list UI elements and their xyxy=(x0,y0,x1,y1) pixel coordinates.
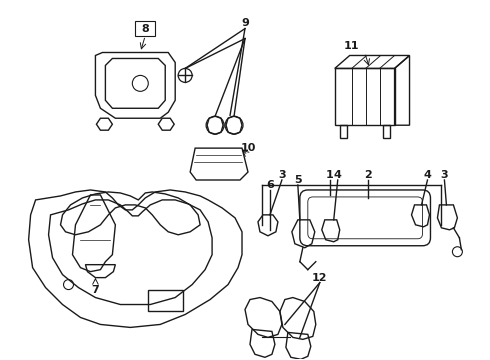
Text: 3: 3 xyxy=(278,170,286,180)
Text: 3: 3 xyxy=(441,170,448,180)
Text: 7: 7 xyxy=(92,284,99,294)
Text: 9: 9 xyxy=(241,18,249,28)
Text: 5: 5 xyxy=(294,175,302,185)
Bar xyxy=(148,289,183,311)
Text: 1: 1 xyxy=(326,170,334,180)
Text: 10: 10 xyxy=(240,143,256,153)
Text: 11: 11 xyxy=(344,41,360,50)
Text: 4: 4 xyxy=(423,170,431,180)
Text: 2: 2 xyxy=(364,170,371,180)
Text: 12: 12 xyxy=(312,273,327,283)
Text: 8: 8 xyxy=(142,24,149,33)
Text: 6: 6 xyxy=(266,180,274,190)
Text: 4: 4 xyxy=(334,170,342,180)
